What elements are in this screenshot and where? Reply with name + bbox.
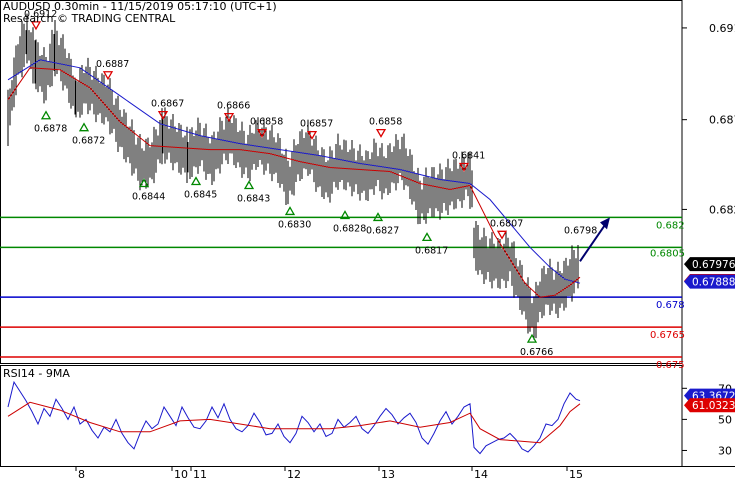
swing-low-label: 0.6766 [520, 347, 553, 358]
up-triangle-marker [243, 180, 255, 190]
price-badge [684, 274, 735, 289]
price-tick-label: 0.6870 [709, 114, 735, 127]
down-triangle-marker [306, 130, 318, 140]
price-tick-label: 0.6916 [709, 22, 735, 35]
time-tick-label: 10 [174, 468, 188, 480]
down-triangle-marker [458, 162, 470, 172]
rsi-tick-label: 30 [718, 444, 732, 457]
swing-low-label: 0.6817 [415, 245, 448, 256]
up-triangle-marker [372, 212, 384, 222]
up-triangle-marker [526, 333, 538, 343]
swing-low-label: 0.6872 [72, 136, 105, 147]
chart-credit: Research © TRADING CENTRAL [3, 12, 176, 25]
time-tick-label: 8 [78, 468, 85, 480]
level-label: 0.682 [656, 220, 685, 231]
swing-low-label: 0.6878 [34, 124, 67, 135]
swing-high-label: 0.6807 [490, 218, 523, 229]
swing-low-label: 0.6844 [132, 192, 165, 203]
swing-high-label: 0.6841 [452, 151, 485, 162]
ma-fast-line [7, 67, 581, 298]
time-tick-label: 12 [287, 468, 301, 480]
rsi-tick-label: 50 [718, 413, 732, 426]
time-tick-label: 11 [193, 468, 207, 480]
swing-high-label: 0.6912 [24, 9, 57, 20]
up-triangle-marker [40, 110, 52, 120]
rsi-ma-line [7, 401, 581, 444]
level-label: 0.675 [656, 360, 685, 371]
price-badge-label: 0.67976 [692, 259, 735, 271]
swing-low-label: 0.6827 [366, 225, 399, 236]
down-triangle-marker [102, 71, 114, 81]
swing-high-label: 0.6858 [369, 117, 402, 128]
down-triangle-marker [375, 128, 387, 138]
down-triangle-marker [223, 112, 235, 122]
rsi-panel-frame [0, 365, 683, 467]
rsi-title: RSI14 - 9MA [3, 367, 70, 380]
up-triangle-marker [421, 232, 433, 242]
swing-low-label: 0.6830 [278, 219, 311, 230]
forecast-arrow-head [600, 217, 610, 230]
up-triangle-marker [339, 210, 351, 220]
swing-high-label: 0.6857 [300, 119, 333, 130]
swing-high-label: 0.6867 [151, 99, 184, 110]
ma-slow-line [7, 59, 581, 284]
time-tick-label: 15 [569, 468, 583, 480]
up-triangle-marker [284, 206, 296, 216]
level-label: 0.6805 [650, 248, 685, 259]
swing-low-label: 0.6843 [237, 194, 270, 205]
level-label: 0.6765 [650, 330, 685, 341]
price-badge [684, 257, 735, 272]
rsi-badge-label: 61.0323 [692, 400, 735, 412]
down-triangle-marker [30, 21, 42, 31]
up-triangle-marker [190, 176, 202, 186]
price-panel-frame [0, 0, 683, 364]
swing-high-label: 0.6866 [217, 101, 250, 112]
swing-low-label: 0.6845 [184, 190, 217, 201]
price-tick-label: 0.6825 [709, 203, 735, 216]
swing-high-label: 0.6858 [250, 117, 283, 128]
chart-title: AUDUSD 0.30min - 11/15/2019 05:17:10 (UT… [3, 0, 277, 13]
down-triangle-marker [157, 111, 169, 120]
down-triangle-marker [496, 230, 508, 240]
up-triangle-marker [138, 178, 150, 188]
up-triangle-marker [78, 122, 90, 132]
price-badge-label: 0.67888 [692, 277, 735, 289]
forecast-arrow-line [579, 222, 607, 262]
rsi-badge [684, 398, 735, 413]
down-triangle-marker [256, 128, 268, 138]
swing-low-label: 0.6828 [333, 223, 366, 234]
time-tick-label: 13 [381, 468, 395, 480]
price-label: 0.6798 [564, 225, 597, 236]
swing-high-label: 0.6887 [96, 59, 129, 70]
level-label: 0.678 [656, 300, 685, 311]
time-tick-label: 14 [474, 468, 488, 480]
